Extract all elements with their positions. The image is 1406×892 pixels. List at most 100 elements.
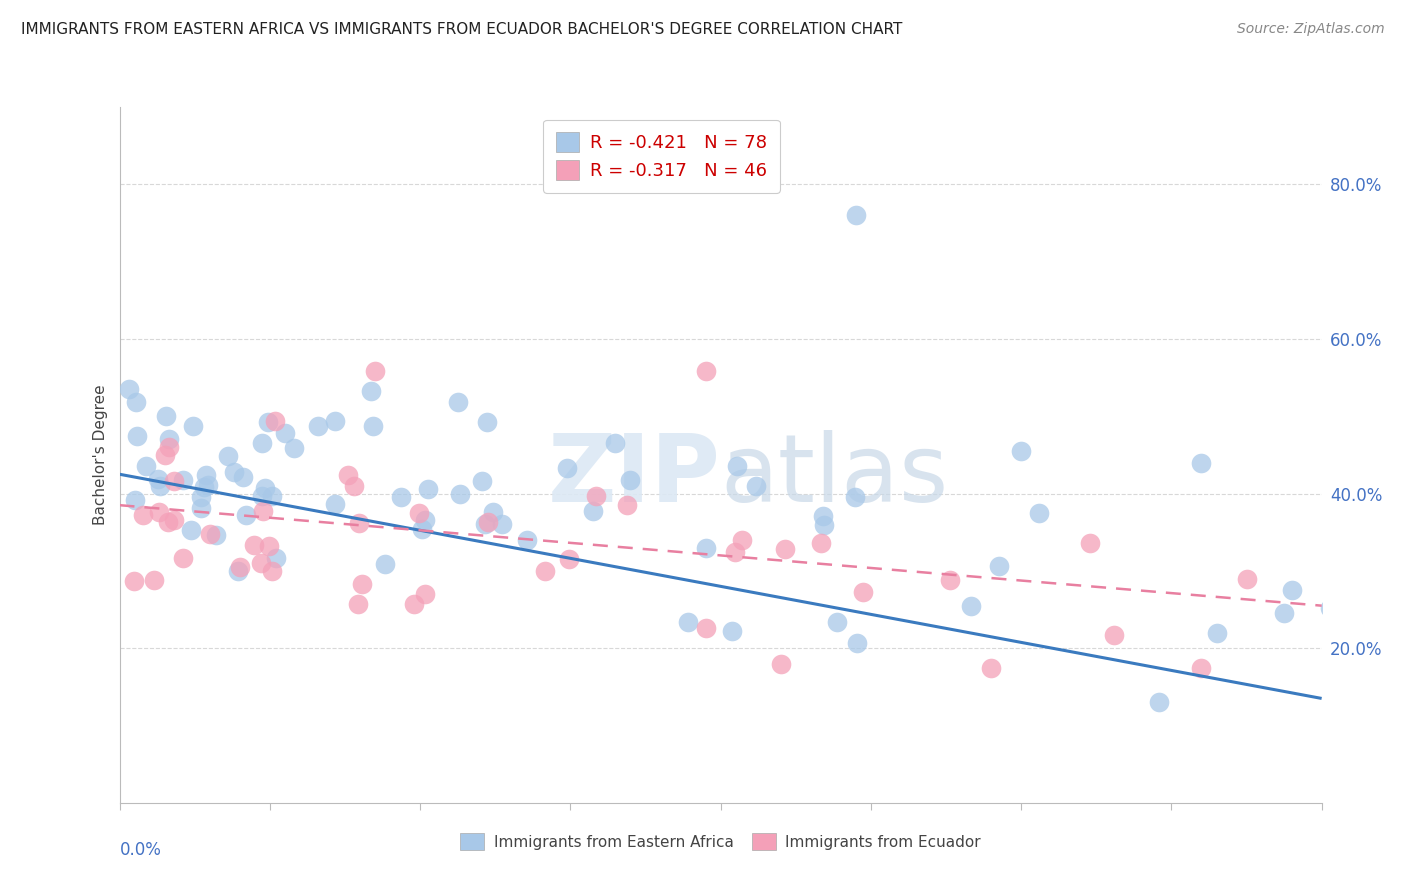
Point: [346, 597, 368, 611]
Point: [204, 527, 226, 541]
Point: [323, 414, 346, 428]
Point: [143, 573, 166, 587]
Point: [224, 465, 246, 479]
Point: [180, 523, 202, 537]
Point: [257, 415, 280, 429]
Point: [118, 382, 141, 396]
Point: [491, 516, 513, 531]
Point: [347, 516, 370, 531]
Point: [845, 208, 868, 222]
Point: [695, 621, 717, 635]
Point: [157, 432, 180, 446]
Point: [447, 395, 470, 409]
Point: [155, 448, 177, 462]
Point: [155, 409, 177, 424]
Point: [262, 489, 284, 503]
Point: [1189, 660, 1212, 674]
Point: [125, 429, 148, 443]
Point: [810, 535, 832, 549]
Point: [987, 558, 1010, 573]
Point: [132, 508, 155, 523]
Point: [558, 552, 581, 566]
Point: [471, 474, 494, 488]
Point: [148, 504, 170, 518]
Point: [149, 479, 172, 493]
Point: [408, 506, 430, 520]
Y-axis label: Bachelor's Degree: Bachelor's Degree: [93, 384, 108, 525]
Legend: Immigrants from Eastern Africa, Immigrants from Ecuador: Immigrants from Eastern Africa, Immigran…: [453, 826, 988, 858]
Point: [124, 492, 146, 507]
Point: [811, 508, 834, 523]
Point: [939, 573, 962, 587]
Point: [125, 395, 148, 409]
Point: [249, 556, 271, 570]
Point: [845, 636, 868, 650]
Point: [197, 478, 219, 492]
Point: [619, 473, 641, 487]
Point: [157, 441, 180, 455]
Point: [198, 527, 221, 541]
Point: [813, 518, 835, 533]
Point: [413, 587, 436, 601]
Point: [980, 660, 1002, 674]
Point: [745, 479, 768, 493]
Point: [416, 482, 439, 496]
Point: [190, 500, 212, 515]
Point: [1147, 695, 1170, 709]
Point: [183, 419, 205, 434]
Point: [557, 460, 579, 475]
Text: ZIP: ZIP: [548, 430, 720, 522]
Point: [474, 516, 496, 531]
Point: [1206, 626, 1229, 640]
Text: 0.0%: 0.0%: [120, 841, 162, 859]
Point: [825, 615, 848, 629]
Point: [449, 487, 471, 501]
Point: [475, 415, 498, 429]
Point: [243, 538, 266, 552]
Point: [1272, 606, 1295, 620]
Point: [676, 615, 699, 629]
Point: [229, 559, 252, 574]
Point: [374, 558, 396, 572]
Point: [364, 364, 387, 378]
Point: [1028, 506, 1050, 520]
Point: [252, 504, 274, 518]
Point: [254, 481, 277, 495]
Point: [259, 539, 281, 553]
Text: atlas: atlas: [720, 430, 949, 522]
Point: [336, 468, 359, 483]
Point: [122, 574, 145, 588]
Point: [250, 436, 273, 450]
Point: [389, 490, 412, 504]
Point: [361, 418, 384, 433]
Point: [725, 459, 748, 474]
Point: [274, 426, 297, 441]
Point: [264, 414, 287, 428]
Point: [1319, 600, 1341, 615]
Point: [582, 503, 605, 517]
Point: [235, 508, 257, 523]
Point: [1010, 444, 1032, 458]
Point: [195, 467, 218, 482]
Point: [402, 597, 425, 611]
Point: [360, 384, 382, 398]
Point: [724, 545, 747, 559]
Point: [482, 505, 505, 519]
Point: [959, 599, 981, 613]
Point: [844, 491, 866, 505]
Point: [226, 564, 249, 578]
Point: [585, 489, 607, 503]
Point: [172, 473, 194, 487]
Point: [232, 470, 254, 484]
Point: [283, 441, 305, 455]
Point: [731, 533, 754, 547]
Point: [616, 498, 638, 512]
Point: [264, 551, 287, 566]
Point: [411, 522, 433, 536]
Point: [217, 449, 239, 463]
Point: [135, 458, 157, 473]
Point: [323, 497, 346, 511]
Point: [1281, 583, 1303, 598]
Text: Source: ZipAtlas.com: Source: ZipAtlas.com: [1237, 22, 1385, 37]
Text: IMMIGRANTS FROM EASTERN AFRICA VS IMMIGRANTS FROM ECUADOR BACHELOR'S DEGREE CORR: IMMIGRANTS FROM EASTERN AFRICA VS IMMIGR…: [21, 22, 903, 37]
